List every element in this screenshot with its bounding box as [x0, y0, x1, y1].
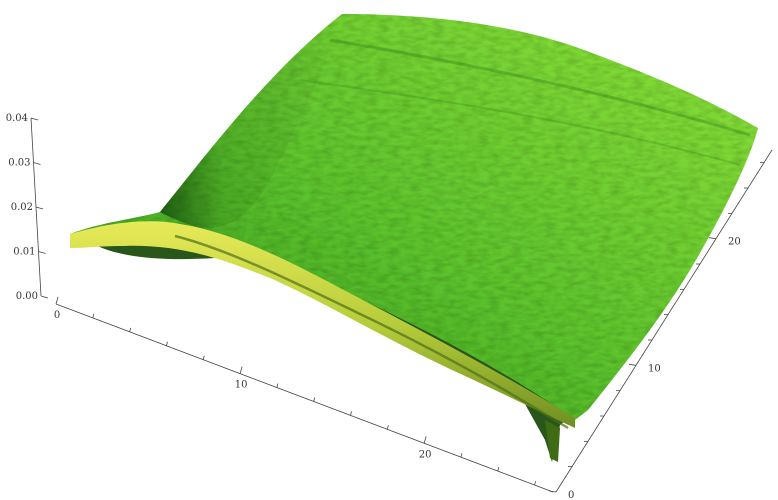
x-tick-mark: [423, 436, 427, 444]
y-tick-label: 10: [648, 363, 661, 374]
x-axis-line: [55, 303, 554, 493]
x-minor-tick: [166, 341, 168, 346]
y-tick-label: 20: [728, 237, 741, 248]
x-minor-tick: [313, 397, 316, 402]
z-tick-mark: [30, 117, 39, 121]
surface-front-edge: [70, 221, 575, 428]
x-axis-ticks: 0 10 20: [54, 296, 536, 486]
z-tick-label: 0.04: [6, 113, 28, 124]
y-tick-mark: [628, 363, 637, 366]
z-tick-label: 0.00: [16, 291, 38, 302]
y-axis-ticks: 0 10 20: [548, 162, 764, 500]
z-tick-mark: [40, 295, 49, 299]
y-axis-line: [555, 149, 773, 493]
x-tick-mark: [239, 366, 243, 374]
z-tick-label: 0.02: [11, 202, 33, 213]
x-minor-tick: [386, 425, 389, 430]
z-tick-mark: [33, 162, 41, 165]
z-axis-ticks: 0.00 0.01 0.02 0.03 0.04: [6, 113, 49, 302]
x-minor-tick: [497, 467, 500, 472]
x-tick-label: 0: [54, 310, 60, 321]
surface-stripe: [329, 38, 751, 137]
y-tick-label: 0: [568, 490, 574, 500]
z-tick-mark: [38, 251, 46, 254]
x-minor-tick: [460, 453, 463, 458]
x-minor-tick: [534, 480, 536, 486]
x-minor-tick: [350, 411, 352, 416]
z-tick-label: 0.01: [13, 247, 35, 258]
x-minor-tick: [202, 355, 205, 360]
y-tick-mark: [708, 237, 717, 240]
x-minor-tick: [92, 313, 95, 319]
surface-shadow: [160, 14, 342, 229]
surface: [70, 14, 758, 462]
x-minor-tick: [276, 383, 279, 388]
y-tick-mark: [548, 490, 557, 493]
z-tick-mark: [35, 206, 44, 210]
x-tick-label: 20: [419, 449, 432, 460]
surface-stripe: [299, 79, 741, 166]
x-tick-label: 10: [235, 380, 248, 391]
x-tick-mark: [55, 296, 59, 305]
x-minor-tick: [129, 327, 132, 332]
surface-front-dropoff: [545, 420, 560, 462]
surface-front-edge-ridge: [174, 234, 569, 430]
z-tick-label: 0.03: [8, 158, 30, 169]
